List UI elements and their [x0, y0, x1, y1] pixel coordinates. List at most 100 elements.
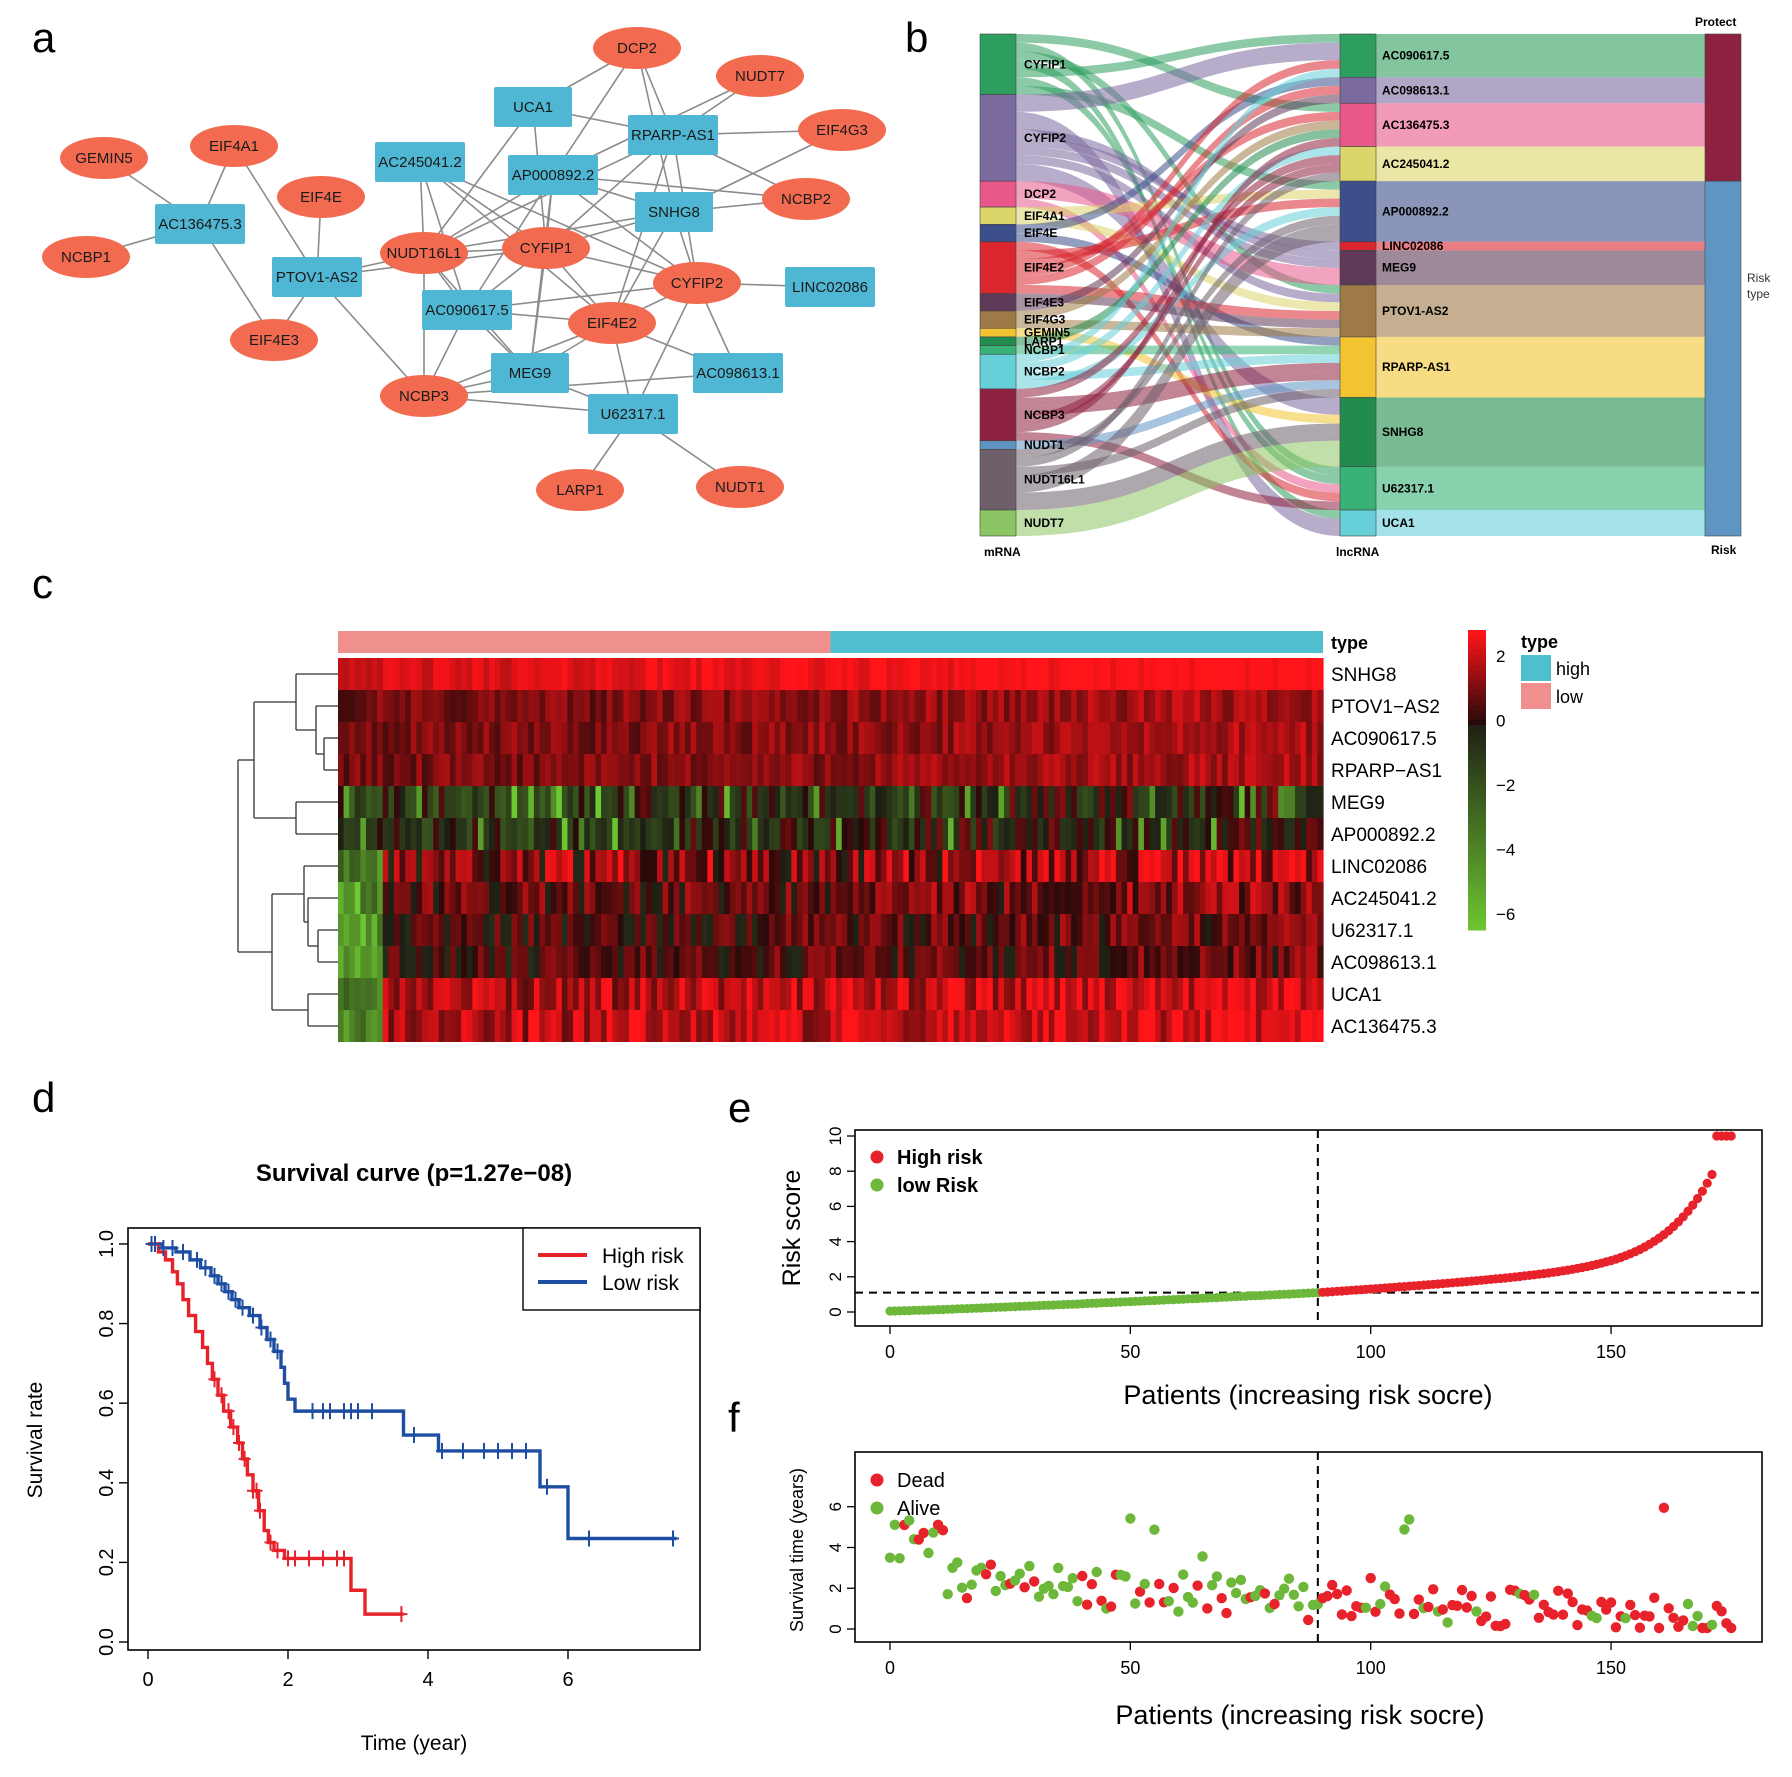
heatmap-cell: [785, 1010, 792, 1042]
heatmap-cell: [640, 658, 647, 690]
heatmap-cell: [908, 754, 916, 786]
heatmap-cell: [427, 754, 434, 786]
heatmap-cell: [992, 690, 999, 722]
heatmap-cell: [1244, 978, 1251, 1010]
heatmap-cell: [718, 882, 725, 914]
heatmap-cell: [1031, 658, 1039, 690]
heatmap-cell: [1110, 850, 1117, 882]
heatmap-cell: [886, 882, 893, 914]
risk-legend-low-label: low Risk: [897, 1175, 979, 1197]
alive-point: [894, 1553, 905, 1564]
heatmap-cell: [399, 690, 406, 722]
heatmap-cell: [1283, 722, 1291, 754]
heatmap-cell: [388, 658, 395, 690]
heatmap-cell: [1059, 882, 1067, 914]
heatmap-cell: [931, 754, 938, 786]
heatmap-cell: [651, 882, 658, 914]
sankey-link: [1016, 129, 1340, 346]
heatmap-cell: [1300, 658, 1307, 690]
heatmap-cell: [1160, 946, 1167, 978]
heatmap-cell: [707, 722, 714, 754]
heatmap-cell: [1110, 1010, 1117, 1042]
heatmap-cell: [500, 946, 507, 978]
heatmap-cell: [1306, 1010, 1313, 1042]
sankey-lncrna-node: [1339, 336, 1377, 398]
heatmap-cell: [774, 850, 781, 882]
heatmap-cell: [550, 914, 557, 946]
heatmap-cell: [556, 978, 563, 1010]
heatmap-cell: [1110, 754, 1117, 786]
heatmap-cell: [1065, 914, 1072, 946]
heatmap-cell: [852, 1010, 860, 1042]
heatmap-cell: [556, 914, 563, 946]
heatmap-cell: [819, 786, 826, 818]
heatmap-cell: [914, 914, 921, 946]
risk-score-y-tick-label: 6: [826, 1202, 845, 1211]
heatmap-cell: [360, 690, 367, 722]
heatmap-cell: [774, 658, 781, 690]
heatmap-cell: [1216, 722, 1223, 754]
sankey-risk-title-line2: type: [1747, 287, 1770, 301]
heatmap-cell: [931, 786, 938, 818]
heatmap-cell: [836, 786, 843, 818]
heatmap-cell: [550, 722, 557, 754]
risk-score-y-tick-label: 2: [826, 1272, 845, 1281]
heatmap-cell: [338, 786, 345, 818]
heatmap-cell: [477, 722, 485, 754]
heatmap-cell: [1283, 946, 1291, 978]
heatmap-cell: [410, 754, 417, 786]
heatmap-cell: [880, 690, 888, 722]
heatmap-cell: [433, 914, 440, 946]
heatmap-cell: [533, 690, 541, 722]
heatmap-cell: [791, 978, 798, 1010]
color-scale-step: [1468, 800, 1486, 806]
sankey-mrna-node: [979, 293, 1017, 312]
heatmap-cell: [696, 882, 703, 914]
heatmap-cell: [948, 882, 955, 914]
heatmap-cell: [942, 690, 949, 722]
heatmap-cell: [690, 946, 697, 978]
lncrna-node-shape: [693, 353, 783, 393]
heatmap-cell: [382, 722, 389, 754]
alive-point: [1206, 1580, 1218, 1591]
heatmap-cell: [455, 946, 462, 978]
heatmap-cell: [405, 690, 412, 722]
sankey-link: [1016, 440, 1340, 519]
heatmap-cell: [718, 818, 725, 850]
heatmap-cell: [405, 818, 412, 850]
heatmap-cell: [1261, 754, 1268, 786]
heatmap-cell: [427, 914, 434, 946]
heatmap-cell: [791, 818, 798, 850]
survival-y-tick-label: 0.6: [96, 1389, 118, 1417]
heatmap-cell: [763, 850, 770, 882]
heatmap-cell: [483, 754, 490, 786]
heatmap-cell: [925, 722, 932, 754]
heatmap-cell: [1166, 1010, 1173, 1042]
heatmap-cell: [1155, 690, 1162, 722]
heatmap-cell: [1166, 882, 1173, 914]
heatmap-cell: [836, 754, 843, 786]
heatmap-cell: [1037, 914, 1044, 946]
heatmap-cell: [1205, 658, 1212, 690]
heatmap-cell: [701, 946, 708, 978]
survival-legend-dead-marker: [870, 1473, 884, 1487]
heatmap-cell: [662, 786, 669, 818]
heatmap-cell: [606, 754, 613, 786]
heatmap-cell: [365, 978, 373, 1010]
heatmap-cell: [1306, 754, 1313, 786]
heatmap-cell: [824, 658, 832, 690]
sankey-panel: CYFIP1CYFIP2DCP2EIF4A1EIF4EEIF4E2EIF4E3E…: [979, 15, 1771, 559]
high-risk-point: [1697, 1186, 1707, 1196]
heatmap-cell: [847, 786, 854, 818]
heatmap-cell: [735, 786, 742, 818]
risk-score-points: [885, 1131, 1736, 1316]
heatmap-cell: [567, 786, 574, 818]
heatmap-cell: [964, 978, 972, 1010]
heatmap-cell: [550, 882, 557, 914]
heatmap-cell: [992, 818, 999, 850]
heatmap-cell: [584, 850, 591, 882]
heatmap-cell: [393, 658, 401, 690]
network-node-label: U62317.1: [600, 406, 665, 423]
heatmap-cell: [886, 722, 893, 754]
heatmap-cell: [858, 722, 865, 754]
